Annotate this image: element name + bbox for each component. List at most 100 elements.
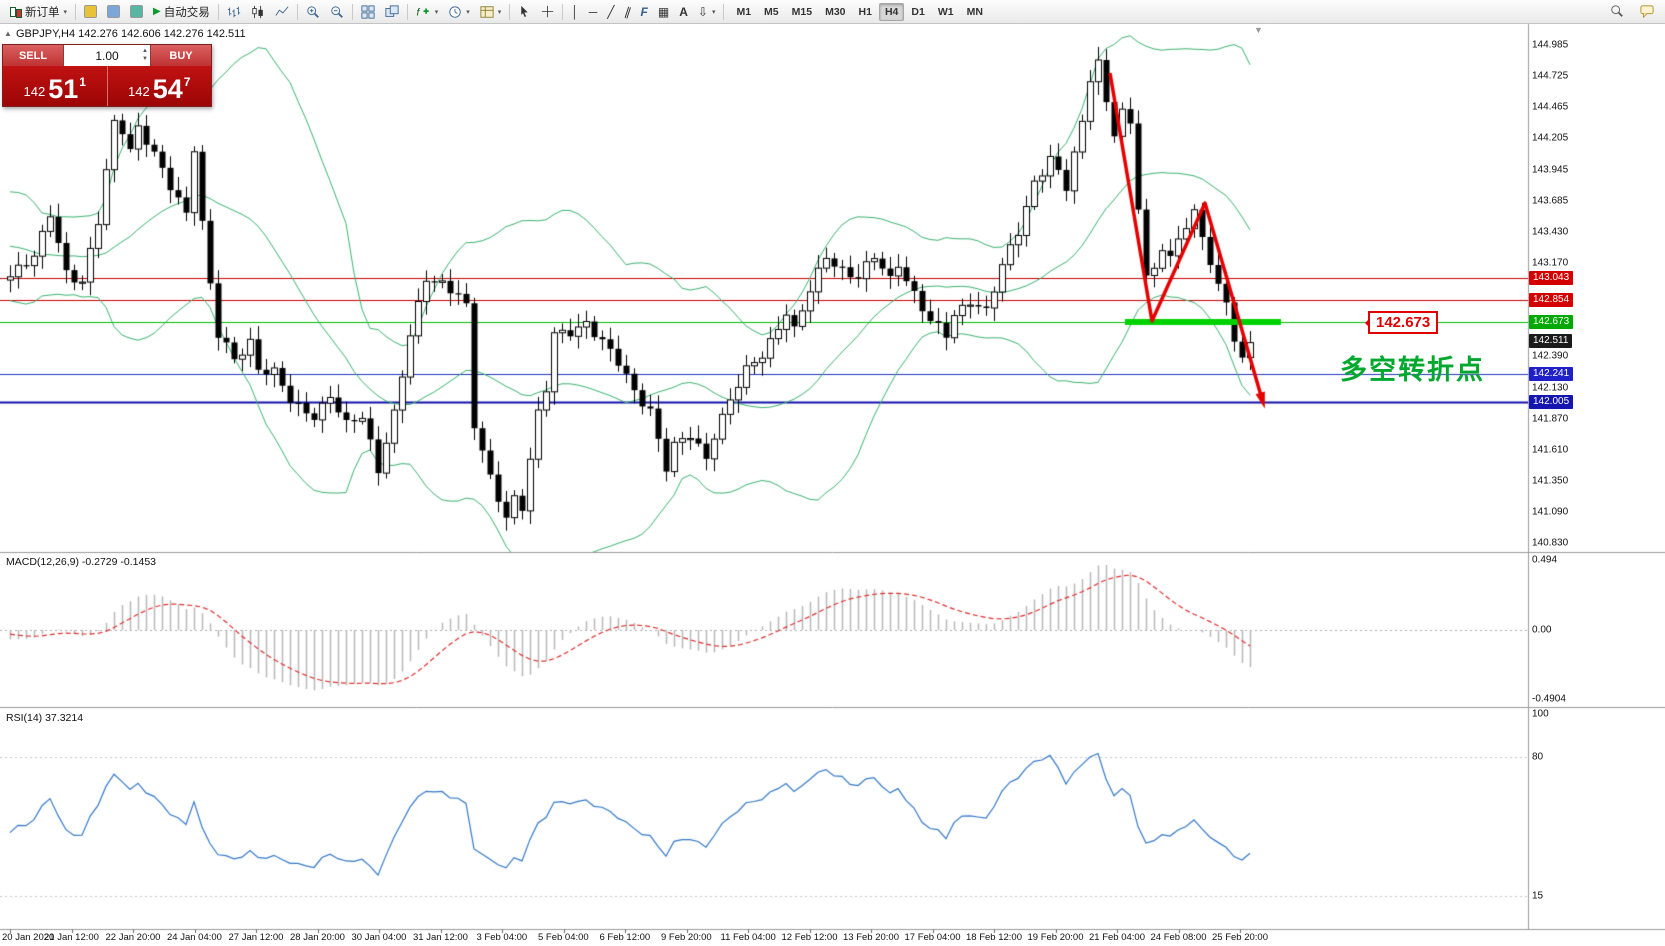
- timeframe-D1[interactable]: D1: [905, 3, 930, 21]
- fibonacci-icon: F: [640, 4, 648, 19]
- zoom-in-button[interactable]: [301, 2, 325, 22]
- time-axis-label: 24 Feb 08:00: [1150, 932, 1207, 943]
- templates-button[interactable]: ▾: [475, 2, 507, 22]
- navigator-button[interactable]: [102, 2, 125, 22]
- time-axis-label: 11 Feb 04:00: [720, 932, 776, 943]
- price-tag: 142.511: [1529, 334, 1573, 349]
- fibonacci-tool[interactable]: F: [636, 2, 653, 22]
- candlestick-chart-button[interactable]: [246, 2, 270, 22]
- trendline-tool[interactable]: ╱: [602, 2, 619, 22]
- macd-label: MACD(12,26,9) -0.2729 -0.1453: [6, 556, 156, 568]
- sell-price-big: 51: [48, 74, 79, 104]
- tile-windows-button[interactable]: [356, 2, 380, 22]
- symbol-ohlc-readout: GBPJPY,H4 142.276 142.606 142.276 142.51…: [16, 28, 246, 40]
- chart-shift-icon[interactable]: ▼: [1254, 25, 1263, 35]
- candlestick-chart-icon: [252, 5, 263, 18]
- horizontal-line-tool[interactable]: ─: [584, 2, 603, 22]
- timeframe-M1[interactable]: M1: [730, 3, 757, 21]
- zoom-in-icon: [307, 5, 319, 18]
- text-tool[interactable]: A: [674, 2, 693, 22]
- clock-icon: [449, 5, 461, 18]
- toolbar-separator: [509, 3, 511, 20]
- sell-price[interactable]: 142 51 1: [3, 66, 108, 106]
- indicators-button[interactable]: f ▾: [411, 2, 444, 22]
- chevron-down-icon: ▾: [63, 8, 68, 16]
- buy-button[interactable]: BUY: [151, 45, 211, 66]
- toolbar-separator: [723, 3, 725, 20]
- time-axis-label: 27 Jan 12:00: [228, 932, 284, 943]
- volume-value: 1.00: [95, 48, 119, 63]
- pointer-icon: [521, 5, 529, 17]
- new-order-button[interactable]: 新订单 ▾: [4, 2, 72, 22]
- timeframe-W1[interactable]: W1: [932, 3, 960, 21]
- volume-down-icon[interactable]: ▼: [142, 56, 148, 62]
- zoom-out-button[interactable]: [325, 2, 349, 22]
- price-axis-label: 143.945: [1532, 164, 1569, 176]
- price-axis-label: 143.685: [1532, 195, 1569, 207]
- time-axis-label: 30 Jan 04:00: [351, 932, 407, 943]
- rsi-label: RSI(14) 37.3214: [6, 712, 84, 724]
- time-axis-label: 17 Feb 04:00: [904, 932, 961, 943]
- cascade-windows-icon: [385, 4, 399, 17]
- line-chart-button[interactable]: [270, 2, 294, 22]
- time-axis-label: 12 Feb 12:00: [781, 932, 838, 943]
- price-axis-label: 141.870: [1532, 413, 1569, 425]
- time-axis-label: 31 Jan 12:00: [413, 932, 468, 943]
- time-axis-label: 13 Feb 20:00: [843, 932, 899, 943]
- time-axis-label: 19 Feb 20:00: [1027, 932, 1084, 943]
- sell-price-sup: 1: [79, 75, 86, 89]
- market-watch-button[interactable]: [79, 2, 102, 22]
- time-axis-label: 28 Jan 20:00: [290, 932, 345, 943]
- search-button[interactable]: [1605, 1, 1629, 21]
- sell-button[interactable]: SELL: [3, 45, 63, 66]
- new-order-icon: [9, 5, 22, 18]
- price-axis-label: 142.390: [1532, 350, 1569, 362]
- chevron-down-icon: ▾: [497, 8, 502, 16]
- panel-collapse-icon[interactable]: ▲: [4, 29, 12, 38]
- cursor-button[interactable]: [513, 2, 536, 22]
- shapes-icon: ▦: [657, 4, 670, 19]
- indicators-icon: f: [416, 6, 429, 18]
- toolbar-separator: [296, 3, 298, 20]
- toolbar-separator: [562, 3, 564, 20]
- timeframe-M30[interactable]: M30: [819, 3, 851, 21]
- arrow-marks-icon: ⇩: [697, 4, 708, 19]
- timeframe-MN[interactable]: MN: [961, 3, 989, 21]
- time-axis-label: 18 Feb 12:00: [966, 932, 1022, 943]
- channel-tool[interactable]: ∥: [620, 2, 636, 22]
- price-axis-label: 144.465: [1532, 101, 1569, 113]
- chevron-down-icon: ▾: [466, 8, 470, 16]
- buy-price[interactable]: 142 54 7: [108, 66, 212, 106]
- crosshair-button[interactable]: [536, 2, 559, 22]
- timeframe-H4[interactable]: H4: [878, 2, 905, 21]
- timeframe-M5[interactable]: M5: [758, 3, 785, 21]
- cascade-windows-button[interactable]: [380, 2, 404, 22]
- buy-price-prefix: 142: [128, 84, 150, 99]
- vertical-line-tool[interactable]: │: [566, 2, 584, 22]
- shapes-tool[interactable]: ▦: [653, 2, 674, 22]
- macd-scale-top: 0.494: [1532, 554, 1558, 566]
- new-order-label: 新订单: [25, 6, 60, 19]
- autotrade-label: 自动交易: [163, 6, 210, 19]
- price-tag: 142.241: [1529, 366, 1574, 381]
- timeframe-H1[interactable]: H1: [853, 3, 878, 21]
- periods-button[interactable]: ▾: [443, 2, 475, 22]
- bar-chart-button[interactable]: [222, 2, 246, 22]
- macd-scale-zero: 0.00: [1532, 624, 1552, 636]
- toolbar-separator: [217, 3, 219, 20]
- volume-stepper[interactable]: ▲ ▼: [142, 47, 148, 63]
- terminal-button[interactable]: [125, 2, 148, 22]
- toolbar-right-group: [1605, 1, 1659, 21]
- chat-button[interactable]: [1635, 1, 1659, 21]
- arrows-tool[interactable]: ⇩ ▾: [693, 2, 721, 22]
- search-icon: [1611, 5, 1623, 17]
- volume-input[interactable]: 1.00 ▲ ▼: [63, 45, 151, 66]
- trendline-icon: ╱: [607, 4, 615, 19]
- volume-up-icon[interactable]: ▲: [142, 48, 148, 54]
- vertical-line-icon: │: [571, 4, 579, 19]
- timeframe-M15[interactable]: M15: [786, 3, 818, 21]
- autotrade-button[interactable]: ▶ 自动交易: [148, 2, 215, 22]
